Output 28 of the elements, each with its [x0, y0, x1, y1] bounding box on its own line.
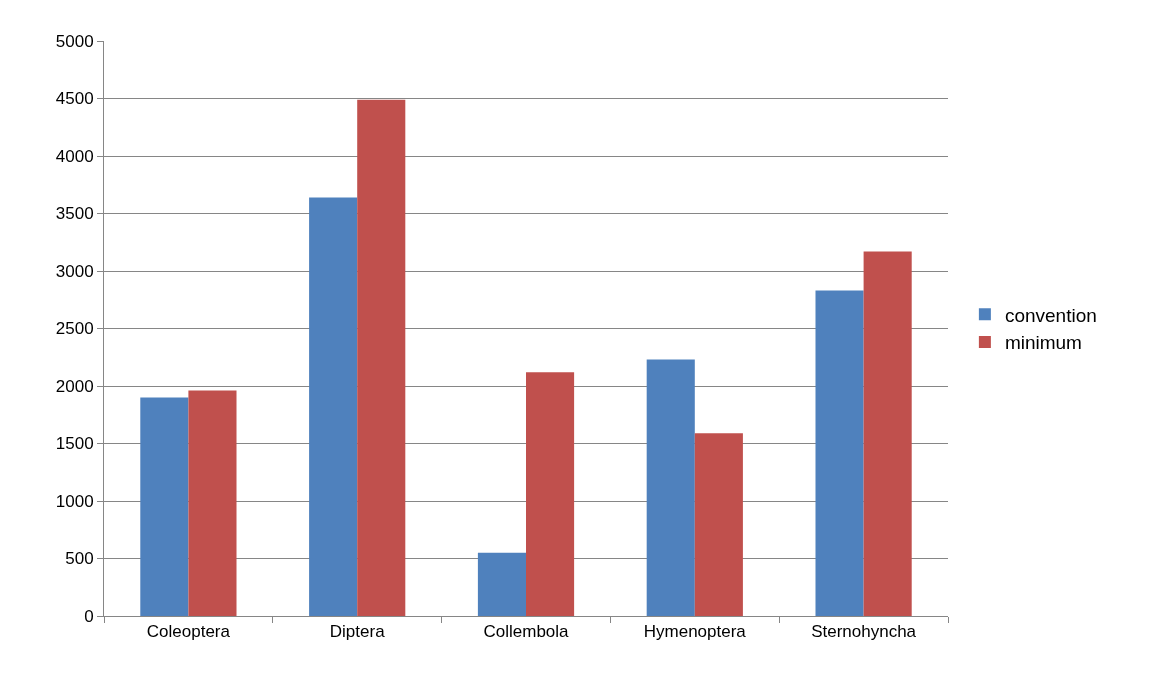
bar [646, 359, 695, 616]
legend-label: minimum [1004, 332, 1082, 354]
bar [863, 251, 912, 616]
y-tick-label: 4000 [55, 146, 94, 166]
x-tick-label: Sternohyncha [811, 622, 917, 642]
y-tick-label: 5000 [55, 31, 94, 51]
bar [694, 433, 743, 616]
y-tick-label: 1500 [55, 434, 94, 454]
bar [357, 99, 406, 616]
bar [477, 552, 526, 616]
y-tick-label: 2000 [55, 376, 94, 396]
y-tick-label: 1000 [55, 491, 94, 511]
y-tick-label: 500 [65, 549, 94, 569]
x-tick-label: Collembola [483, 622, 570, 642]
x-tick-label: Hymenoptera [643, 622, 747, 642]
bar [526, 372, 575, 616]
bar [188, 390, 237, 616]
x-tick-label: Diptera [329, 622, 386, 642]
x-tick-label: Coleoptera [146, 622, 231, 642]
y-tick-label: 3500 [55, 204, 94, 224]
y-tick-label: 3000 [55, 261, 94, 281]
bar [815, 290, 864, 616]
legend-label: convention [1004, 304, 1097, 326]
y-tick-label: 0 [84, 606, 94, 626]
bar [140, 397, 189, 616]
y-tick-label: 4500 [55, 89, 94, 109]
bar [309, 197, 358, 616]
y-tick-label: 2500 [55, 319, 94, 339]
